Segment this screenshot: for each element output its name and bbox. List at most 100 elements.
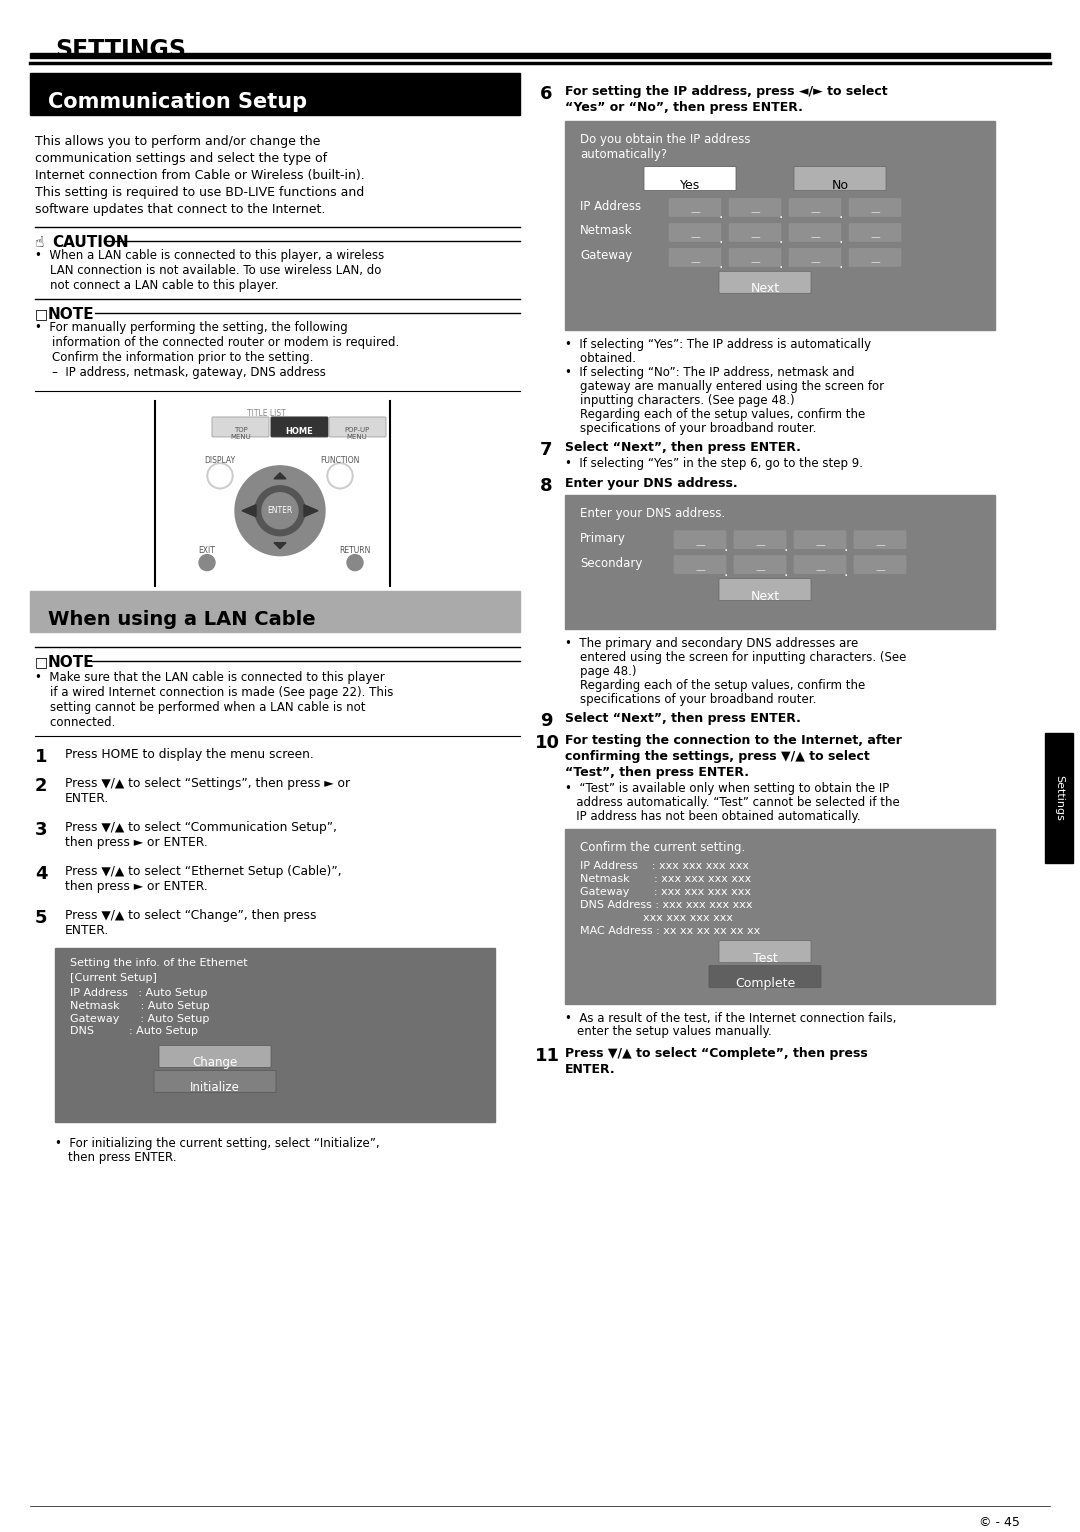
Text: HOME: HOME <box>285 427 313 437</box>
Bar <box>30 74 519 115</box>
Text: 3: 3 <box>35 821 48 840</box>
Text: NOTE: NOTE <box>48 308 95 322</box>
FancyBboxPatch shape <box>708 965 821 988</box>
FancyBboxPatch shape <box>159 1045 271 1068</box>
Text: obtained.: obtained. <box>565 352 636 365</box>
Text: When using a LAN Cable: When using a LAN Cable <box>48 610 315 630</box>
Text: then press ENTER.: then press ENTER. <box>68 1151 176 1164</box>
Bar <box>565 829 995 1003</box>
Text: enter the setup values manually.: enter the setup values manually. <box>577 1025 772 1039</box>
Text: No: No <box>832 179 849 192</box>
Text: Change: Change <box>192 1057 238 1069</box>
Text: .: . <box>843 565 848 579</box>
FancyBboxPatch shape <box>729 224 781 242</box>
Text: “Test”, then press ENTER.: “Test”, then press ENTER. <box>565 766 750 780</box>
Circle shape <box>327 463 353 489</box>
Text: —: — <box>810 233 820 242</box>
Text: For setting the IP address, press ◄/► to select: For setting the IP address, press ◄/► to… <box>565 84 888 98</box>
Text: 9: 9 <box>540 712 553 731</box>
Bar <box>565 495 995 630</box>
FancyBboxPatch shape <box>794 530 846 548</box>
Text: 10: 10 <box>535 734 561 752</box>
FancyBboxPatch shape <box>674 556 726 573</box>
Text: 11: 11 <box>535 1048 561 1065</box>
FancyBboxPatch shape <box>729 248 781 267</box>
FancyBboxPatch shape <box>734 556 786 573</box>
Text: —: — <box>875 539 885 550</box>
Bar <box>1045 734 1074 863</box>
Text: —: — <box>690 233 700 242</box>
FancyBboxPatch shape <box>789 199 841 216</box>
Text: □: □ <box>35 308 49 322</box>
Text: —: — <box>751 207 760 218</box>
Text: .: . <box>784 565 788 579</box>
Text: —: — <box>690 257 700 268</box>
Text: This allows you to perform and/or change the: This allows you to perform and/or change… <box>35 135 321 147</box>
Text: 5: 5 <box>35 908 48 927</box>
Text: •  The primary and secondary DNS addresses are: • The primary and secondary DNS addresse… <box>565 637 859 651</box>
Text: 7: 7 <box>540 441 553 460</box>
Text: confirming the settings, press ▼/▲ to select: confirming the settings, press ▼/▲ to se… <box>565 751 869 763</box>
Circle shape <box>347 555 363 570</box>
Text: LAN connection is not available. To use wireless LAN, do: LAN connection is not available. To use … <box>35 265 381 277</box>
Text: —: — <box>870 257 880 268</box>
Text: –  IP address, netmask, gateway, DNS address: – IP address, netmask, gateway, DNS addr… <box>52 366 326 378</box>
Text: .: . <box>779 207 783 222</box>
Text: POP-UP
MENU: POP-UP MENU <box>345 427 369 440</box>
Text: ENTER.: ENTER. <box>65 924 109 936</box>
Text: Next: Next <box>751 282 780 296</box>
Polygon shape <box>303 504 318 516</box>
Text: —: — <box>755 565 765 574</box>
Text: communication settings and select the type of: communication settings and select the ty… <box>35 152 327 164</box>
Text: Initialize: Initialize <box>190 1082 240 1094</box>
Text: Settings: Settings <box>1054 775 1064 821</box>
Text: ENTER: ENTER <box>268 506 293 515</box>
Circle shape <box>207 463 233 489</box>
Text: .: . <box>784 539 788 553</box>
Text: Confirm the current setting.: Confirm the current setting. <box>580 841 745 853</box>
Text: Communication Setup: Communication Setup <box>48 92 307 112</box>
Text: ENTER.: ENTER. <box>65 792 109 804</box>
Text: DISPLAY: DISPLAY <box>204 457 235 464</box>
Text: DNS          : Auto Setup: DNS : Auto Setup <box>70 1026 198 1037</box>
Text: specifications of your broadband router.: specifications of your broadband router. <box>565 421 816 435</box>
Text: Primary: Primary <box>580 532 626 545</box>
Text: .: . <box>779 257 783 271</box>
Text: Press ▼/▲ to select “Ethernet Setup (Cable)”,: Press ▼/▲ to select “Ethernet Setup (Cab… <box>65 866 341 878</box>
Polygon shape <box>242 504 256 516</box>
Text: Enter your DNS address.: Enter your DNS address. <box>565 476 738 490</box>
Text: RETURN: RETURN <box>339 545 370 555</box>
Circle shape <box>235 466 325 556</box>
Text: 6: 6 <box>540 84 553 103</box>
Text: Press ▼/▲ to select “Change”, then press: Press ▼/▲ to select “Change”, then press <box>65 908 316 922</box>
Text: Press ▼/▲ to select “Settings”, then press ► or: Press ▼/▲ to select “Settings”, then pre… <box>65 777 350 791</box>
Text: IP Address    : xxx xxx xxx xxx: IP Address : xxx xxx xxx xxx <box>580 861 750 870</box>
Text: gateway are manually entered using the screen for: gateway are manually entered using the s… <box>565 380 885 394</box>
Text: IP Address: IP Address <box>580 199 642 213</box>
FancyBboxPatch shape <box>644 167 735 190</box>
Text: •  If selecting “No”: The IP address, netmask and: • If selecting “No”: The IP address, net… <box>565 366 854 378</box>
Text: CAUTION: CAUTION <box>52 236 129 250</box>
Text: —: — <box>751 257 760 268</box>
FancyBboxPatch shape <box>849 248 901 267</box>
Text: —: — <box>755 539 765 550</box>
Text: xxx xxx xxx xxx: xxx xxx xxx xxx <box>580 913 733 922</box>
Circle shape <box>255 486 305 536</box>
Text: •  When a LAN cable is connected to this player, a wireless: • When a LAN cable is connected to this … <box>35 250 384 262</box>
Text: connected.: connected. <box>35 717 116 729</box>
Text: •  “Test” is available only when setting to obtain the IP: • “Test” is available only when setting … <box>565 781 889 795</box>
Text: .: . <box>724 565 728 579</box>
Text: .: . <box>719 207 724 222</box>
Text: .: . <box>839 207 843 222</box>
FancyBboxPatch shape <box>669 248 721 267</box>
Text: NOTE: NOTE <box>48 656 95 671</box>
Text: Press ▼/▲ to select “Complete”, then press: Press ▼/▲ to select “Complete”, then pre… <box>565 1048 867 1060</box>
Text: For testing the connection to the Internet, after: For testing the connection to the Intern… <box>565 734 902 748</box>
Text: Yes: Yes <box>680 179 700 192</box>
Text: .: . <box>839 257 843 271</box>
Text: Netmask       : xxx xxx xxx xxx: Netmask : xxx xxx xxx xxx <box>580 873 752 884</box>
Polygon shape <box>274 542 286 548</box>
Text: Regarding each of the setup values, confirm the: Regarding each of the setup values, conf… <box>565 408 865 421</box>
FancyBboxPatch shape <box>794 167 886 190</box>
Text: .: . <box>839 233 843 247</box>
